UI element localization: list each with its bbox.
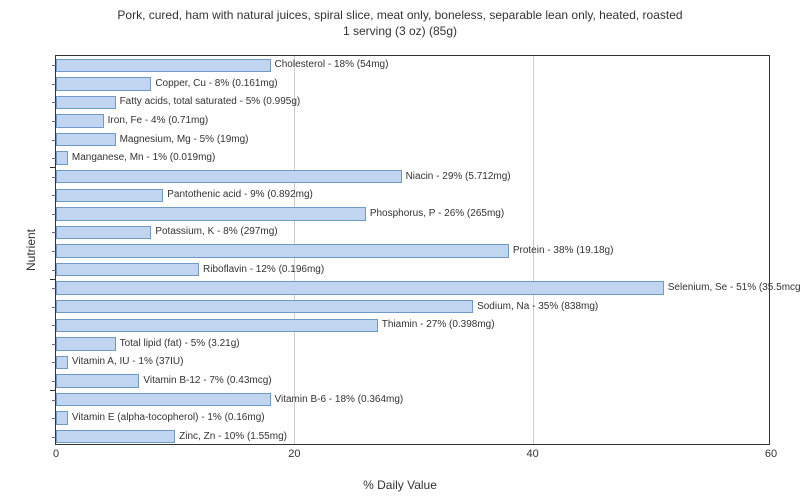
nutrient-bar-label: Fatty acids, total saturated - 5% (0.995… [120, 97, 301, 107]
y-tick-minor [52, 288, 56, 289]
nutrient-bar-label: Vitamin B-12 - 7% (0.43mcg) [143, 376, 271, 386]
y-tick-minor [52, 325, 56, 326]
nutrient-bar [56, 170, 402, 183]
y-tick-major [50, 279, 56, 280]
y-tick-minor [52, 437, 56, 438]
y-tick-minor [52, 140, 56, 141]
nutrient-bar [56, 263, 199, 276]
nutrient-bar [56, 393, 271, 406]
y-axis-label: Nutrient [24, 229, 38, 271]
y-tick-minor [52, 177, 56, 178]
y-tick-minor [52, 214, 56, 215]
nutrient-bar-label: Zinc, Zn - 10% (1.55mg) [179, 432, 287, 442]
nutrient-bar-label: Niacin - 29% (5.712mg) [406, 172, 511, 182]
y-tick-minor [52, 232, 56, 233]
nutrient-bar-label: Thiamin - 27% (0.398mg) [382, 320, 495, 330]
y-tick-minor [52, 158, 56, 159]
y-tick-minor [52, 195, 56, 196]
x-tick-label: 0 [53, 448, 59, 460]
nutrient-bar [56, 430, 175, 443]
nutrient-bar [56, 189, 163, 202]
nutrient-bar-label: Sodium, Na - 35% (838mg) [477, 302, 598, 312]
nutrient-bar-label: Pantothenic acid - 9% (0.892mg) [167, 190, 313, 200]
title-line1: Pork, cured, ham with natural juices, sp… [117, 8, 682, 22]
y-tick-minor [52, 362, 56, 363]
nutrient-bar-label: Selenium, Se - 51% (35.5mcg) [668, 283, 800, 293]
nutrient-bar-label: Phosphorus, P - 26% (265mg) [370, 209, 504, 219]
nutrient-bar [56, 207, 366, 220]
nutrient-bar-label: Vitamin E (alpha-tocopherol) - 1% (0.16m… [72, 413, 265, 423]
y-tick-minor [52, 400, 56, 401]
nutrient-bar [56, 244, 509, 257]
nutrient-bar [56, 356, 68, 369]
title-line2: 1 serving (3 oz) (85g) [343, 24, 457, 38]
nutrient-bar-label: Manganese, Mn - 1% (0.019mg) [72, 153, 215, 163]
chart-container: Pork, cured, ham with natural juices, sp… [0, 0, 800, 500]
y-tick-minor [52, 307, 56, 308]
y-tick-minor [52, 270, 56, 271]
nutrient-bar-label: Cholesterol - 18% (54mg) [275, 60, 389, 70]
x-tick-label: 40 [527, 448, 539, 460]
y-tick-minor [52, 251, 56, 252]
y-tick-major [50, 390, 56, 391]
nutrient-bar [56, 226, 151, 239]
nutrient-bar-label: Total lipid (fat) - 5% (3.21g) [120, 339, 240, 349]
nutrient-bar [56, 374, 139, 387]
plot-area: 0204060Cholesterol - 18% (54mg)Copper, C… [55, 55, 770, 445]
y-tick-minor [52, 344, 56, 345]
y-tick-minor [52, 102, 56, 103]
nutrient-bar [56, 337, 116, 350]
x-tick-label: 60 [765, 448, 777, 460]
y-tick-minor [52, 381, 56, 382]
nutrient-bar [56, 59, 271, 72]
nutrient-bar [56, 77, 151, 90]
y-tick-minor [52, 84, 56, 85]
nutrient-bar [56, 133, 116, 146]
nutrient-bar [56, 96, 116, 109]
nutrient-bar-label: Iron, Fe - 4% (0.71mg) [108, 116, 209, 126]
nutrient-bar-label: Vitamin B-6 - 18% (0.364mg) [275, 395, 404, 405]
y-tick-minor [52, 418, 56, 419]
nutrient-bar-label: Potassium, K - 8% (297mg) [155, 227, 277, 237]
x-tick-label: 20 [288, 448, 300, 460]
nutrient-bar-label: Copper, Cu - 8% (0.161mg) [155, 79, 277, 89]
y-tick-minor [52, 121, 56, 122]
nutrient-bar-label: Magnesium, Mg - 5% (19mg) [120, 135, 249, 145]
nutrient-bar [56, 114, 104, 127]
nutrient-bar [56, 281, 664, 294]
nutrient-bar [56, 319, 378, 332]
nutrient-bar-label: Riboflavin - 12% (0.196mg) [203, 265, 324, 275]
nutrient-bar [56, 411, 68, 424]
nutrient-bar [56, 151, 68, 164]
y-tick-minor [52, 65, 56, 66]
nutrient-bar-label: Vitamin A, IU - 1% (37IU) [72, 357, 184, 367]
nutrient-bar [56, 300, 473, 313]
y-tick-major [50, 167, 56, 168]
chart-title: Pork, cured, ham with natural juices, sp… [0, 0, 800, 39]
nutrient-bar-label: Protein - 38% (19.18g) [513, 246, 614, 256]
x-axis-label: % Daily Value [363, 478, 437, 492]
